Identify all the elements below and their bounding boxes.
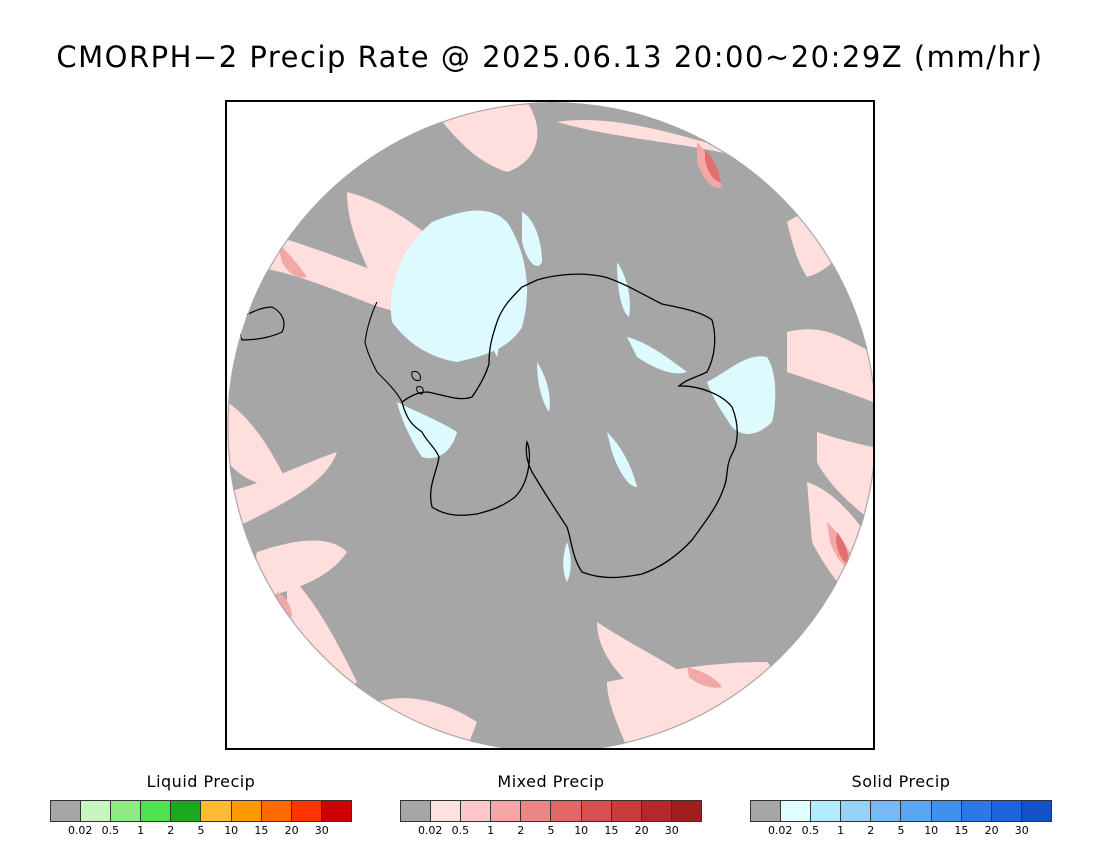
legend-swatch: [521, 801, 552, 821]
legend-swatch: [401, 801, 432, 821]
legend-tick-label: 1: [137, 824, 145, 837]
legend-tick-label: 10: [224, 824, 239, 837]
legend-swatch: [841, 801, 872, 821]
legend-solid: Solid Precip 0.02 0.5 1 2 5 10 15 20 30: [750, 772, 1052, 838]
legend-swatch: [81, 801, 112, 821]
legend-tick-label: 0.5: [801, 824, 820, 837]
legend-liquid-title: Liquid Precip: [146, 772, 256, 791]
legend-tick-label: 5: [547, 824, 555, 837]
legend-swatch: [461, 801, 492, 821]
legend-mixed-colorbar: [400, 800, 702, 822]
legend-swatch: [171, 801, 202, 821]
legend-tick-label: 5: [897, 824, 905, 837]
legend-solid-ticks: 0.02 0.5 1 2 5 10 15 20 30: [750, 822, 1052, 838]
legend-mixed: Mixed Precip 0.02 0.5 1 2 5 10 15 20 30: [400, 772, 702, 838]
legend-mixed-title: Mixed Precip: [497, 772, 605, 791]
legend-swatch: [871, 801, 902, 821]
legend-tick-label: 5: [197, 824, 205, 837]
legend-solid-colorbar: [750, 800, 1052, 822]
legend-mixed-ticks: 0.02 0.5 1 2 5 10 15 20 30: [400, 822, 702, 838]
legend-swatch: [641, 801, 672, 821]
legend-swatch: [231, 801, 262, 821]
legend-tick-label: 10: [574, 824, 589, 837]
legend-tick-label: 1: [487, 824, 495, 837]
legend-swatch: [111, 801, 142, 821]
legend-swatch: [581, 801, 612, 821]
legend-tick-label: 15: [604, 824, 619, 837]
legend-swatch: [931, 801, 962, 821]
precip-field: [227, 102, 873, 748]
legend-swatch: [321, 801, 351, 821]
mixed-heavy-areas: [705, 150, 849, 564]
legend-swatch: [611, 801, 642, 821]
legend-swatch: [901, 801, 932, 821]
legend-tick-label: 1: [837, 824, 845, 837]
legend-tick-label: 30: [314, 824, 329, 837]
legend-swatch: [431, 801, 462, 821]
legend-tick-label: 2: [167, 824, 175, 837]
legend-swatch: [141, 801, 172, 821]
polar-map[interactable]: [225, 100, 875, 750]
legend-tick-label: 0.02: [67, 824, 93, 837]
antarctica-coastline: [401, 273, 738, 579]
legend-swatch: [671, 801, 701, 821]
legend-tick-label: 20: [634, 824, 649, 837]
legend-tick-label: 2: [867, 824, 875, 837]
legend-tick-label: 20: [284, 824, 299, 837]
legend-tick-label: 10: [924, 824, 939, 837]
polar-map-canvas: [227, 102, 873, 748]
legend-swatch: [751, 801, 782, 821]
legend-swatch: [51, 801, 82, 821]
antarctic-peninsula-coastline: [364, 301, 403, 403]
legend-tick-label: 30: [1014, 824, 1029, 837]
legend-swatch: [781, 801, 812, 821]
legend-tick-label: 30: [664, 824, 679, 837]
legend-tick-label: 0.02: [767, 824, 793, 837]
map-title: CMORPH−2 Precip Rate @ 2025.06.13 20:00~…: [56, 40, 1044, 74]
legend-liquid-colorbar: [50, 800, 352, 822]
legend-tick-label: 15: [954, 824, 969, 837]
globe-edge: [227, 102, 873, 748]
legend-swatch: [291, 801, 322, 821]
legend-swatch: [1021, 801, 1051, 821]
legend-tick-label: 15: [254, 824, 269, 837]
islands: [411, 371, 424, 395]
legend-swatch: [961, 801, 992, 821]
legend-tick-label: 0.5: [451, 824, 470, 837]
legend-tick-label: 2: [517, 824, 525, 837]
legend-swatch: [991, 801, 1022, 821]
legend-swatch: [201, 801, 232, 821]
legend-liquid: Liquid Precip 0.02 0.5 1 2 5 10 15 20 30: [50, 772, 352, 838]
legend-tick-label: 20: [984, 824, 999, 837]
legend-swatch: [551, 801, 582, 821]
legend-tick-label: 0.5: [101, 824, 120, 837]
legend-swatch: [261, 801, 292, 821]
legend-solid-title: Solid Precip: [851, 772, 951, 791]
legend-swatch: [491, 801, 522, 821]
legend-swatch: [811, 801, 842, 821]
legend-liquid-ticks: 0.02 0.5 1 2 5 10 15 20 30: [50, 822, 352, 838]
solid-precip-areas: [390, 210, 776, 582]
legend-tick-label: 0.02: [417, 824, 443, 837]
